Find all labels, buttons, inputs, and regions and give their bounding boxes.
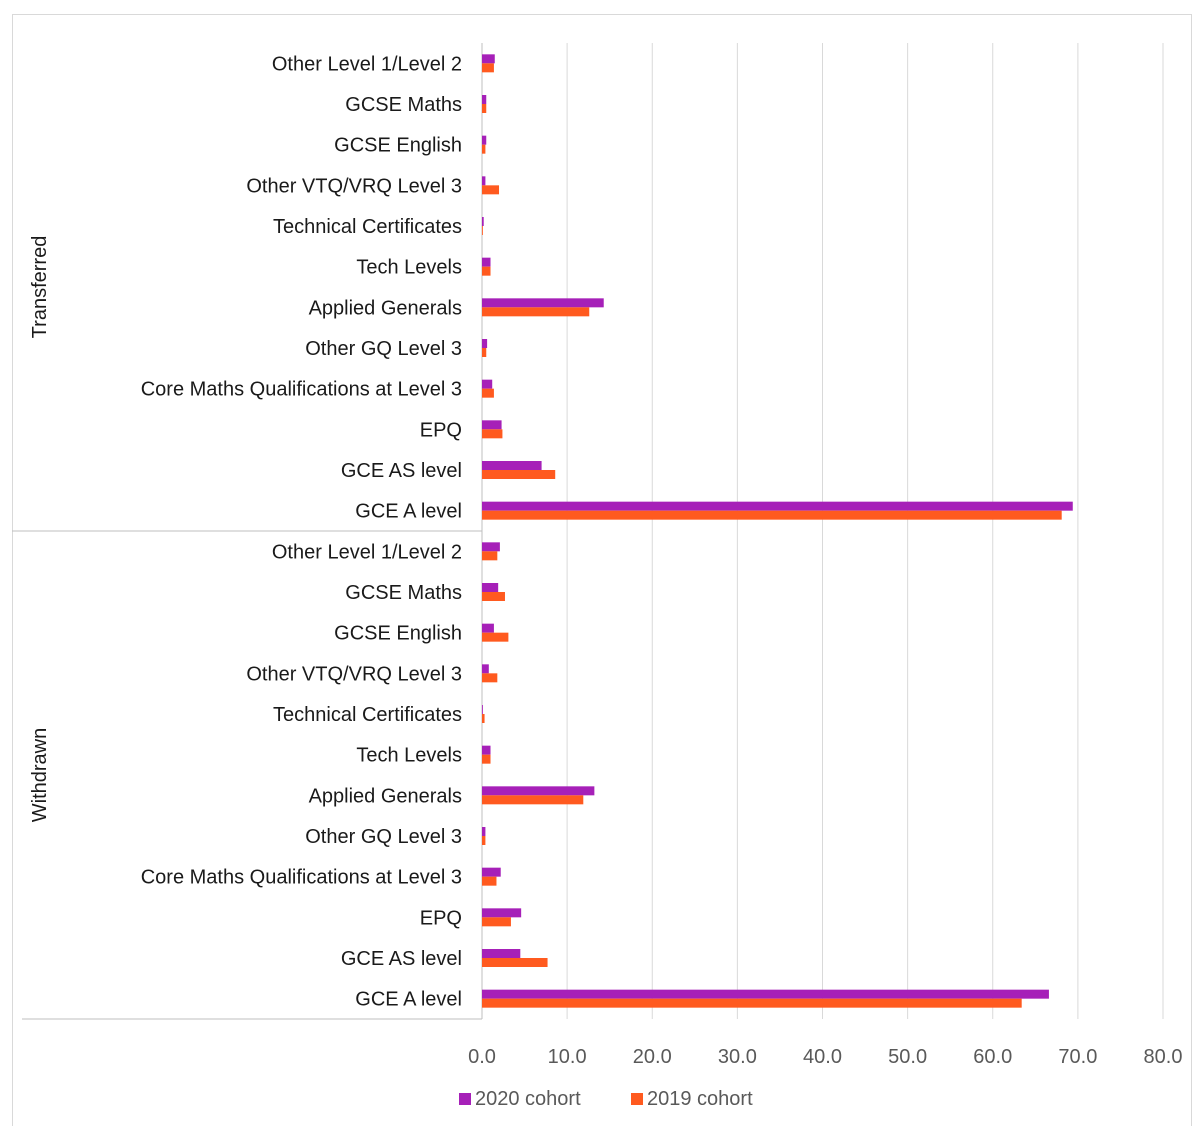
- category-label: Other VTQ/VRQ Level 3: [246, 175, 462, 197]
- bar: [482, 461, 542, 470]
- x-tick-label: 40.0: [803, 1046, 842, 1068]
- x-tick-label: 20.0: [633, 1046, 672, 1068]
- group-label: Withdrawn: [29, 728, 51, 822]
- x-tick-label: 60.0: [973, 1046, 1012, 1068]
- bar: [482, 135, 487, 145]
- bar: [482, 714, 485, 723]
- category-label: Other Level 1/Level 2: [272, 53, 462, 75]
- category-label: GCE AS level: [341, 948, 462, 970]
- category-label: Applied Generals: [309, 297, 462, 319]
- bar: [482, 754, 491, 764]
- bar: [482, 217, 484, 226]
- gridlines: [566, 43, 1164, 1019]
- bar: [482, 266, 491, 276]
- bar: [482, 307, 590, 317]
- bar: [482, 705, 483, 714]
- bar: [482, 592, 505, 601]
- x-tick-label: 0.0: [468, 1046, 496, 1068]
- bar: [482, 95, 487, 104]
- bar: [482, 388, 494, 398]
- x-tick-label: 70.0: [1058, 1046, 1097, 1068]
- bar: [482, 551, 498, 561]
- bar: [482, 795, 584, 805]
- bar: [482, 673, 498, 683]
- bar: [482, 867, 501, 877]
- bar: [482, 908, 522, 918]
- category-label: Tech Levels: [356, 257, 462, 279]
- bar: [482, 632, 509, 642]
- category-label: Applied Generals: [309, 785, 462, 807]
- bar: [482, 510, 1062, 520]
- x-tick-label: 10.0: [548, 1046, 587, 1068]
- bar: [482, 257, 491, 267]
- bar: [482, 348, 487, 357]
- x-tick-label: 30.0: [718, 1046, 757, 1068]
- x-tick-labels: 0.0 10.0 20.0 30.0 40.0 50.0 60.0 70.0 80.0: [468, 1046, 1182, 1068]
- bar: [482, 876, 497, 886]
- bar: [482, 501, 1073, 511]
- group-labels: Transferred Withdrawn: [29, 236, 51, 823]
- bar: [482, 664, 489, 674]
- bar: [482, 54, 495, 64]
- category-label: GCE A level: [355, 501, 462, 523]
- bar: [482, 226, 483, 235]
- category-label: GCE AS level: [341, 460, 462, 482]
- category-label: GCSE Maths: [345, 94, 462, 116]
- bar: [482, 583, 499, 592]
- axes: [12, 43, 483, 1020]
- bar: [482, 989, 1049, 999]
- bar: [482, 836, 486, 845]
- bar: [482, 827, 486, 836]
- category-label: GCSE Maths: [345, 582, 462, 604]
- category-label: EPQ: [420, 907, 462, 929]
- bar: [482, 339, 488, 348]
- bar: [482, 917, 511, 927]
- bar: [482, 958, 548, 967]
- bar: [482, 470, 556, 479]
- bar: [482, 786, 595, 796]
- category-label: GCSE English: [334, 623, 462, 645]
- legend-label: 2020 cohort: [475, 1088, 581, 1110]
- bar: [482, 420, 502, 430]
- legend: 2020 cohort 2019 cohort: [459, 1088, 753, 1110]
- bar: [482, 542, 500, 552]
- category-label: Other VTQ/VRQ Level 3: [246, 663, 462, 685]
- bar: [482, 176, 486, 186]
- bar: [482, 104, 487, 113]
- category-label: Core Maths Qualifications at Level 3: [141, 867, 462, 889]
- bar: [482, 949, 521, 958]
- category-label: Core Maths Qualifications at Level 3: [141, 379, 462, 401]
- category-label: GCSE English: [334, 135, 462, 157]
- category-label: GCE A level: [355, 989, 462, 1011]
- category-label: Technical Certificates: [273, 216, 462, 238]
- legend-label: 2019 cohort: [647, 1088, 753, 1110]
- bars: [482, 54, 1073, 1008]
- bar: [482, 429, 503, 439]
- legend-swatch: [459, 1093, 471, 1105]
- bar: [482, 379, 493, 389]
- bar: [482, 623, 494, 633]
- chart-frame: [12, 14, 1192, 1126]
- bar: [482, 185, 500, 195]
- group-label: Transferred: [29, 236, 51, 339]
- bar: [482, 745, 491, 755]
- category-label: Technical Certificates: [273, 704, 462, 726]
- category-label: Other GQ Level 3: [305, 338, 462, 360]
- category-label: EPQ: [420, 419, 462, 441]
- category-label: Other Level 1/Level 2: [272, 541, 462, 563]
- category-labels: Other Level 1/Level 2 GCSE Maths GCSE Engl…: [141, 53, 462, 1010]
- bar: [482, 298, 604, 308]
- x-tick-label: 50.0: [888, 1046, 927, 1068]
- bar: [482, 998, 1022, 1008]
- bar: [482, 63, 494, 73]
- bar: [482, 144, 486, 154]
- category-label: Tech Levels: [356, 745, 462, 767]
- x-tick-label: 80.0: [1144, 1046, 1183, 1068]
- category-label: Other GQ Level 3: [305, 826, 462, 848]
- legend-swatch: [631, 1093, 643, 1105]
